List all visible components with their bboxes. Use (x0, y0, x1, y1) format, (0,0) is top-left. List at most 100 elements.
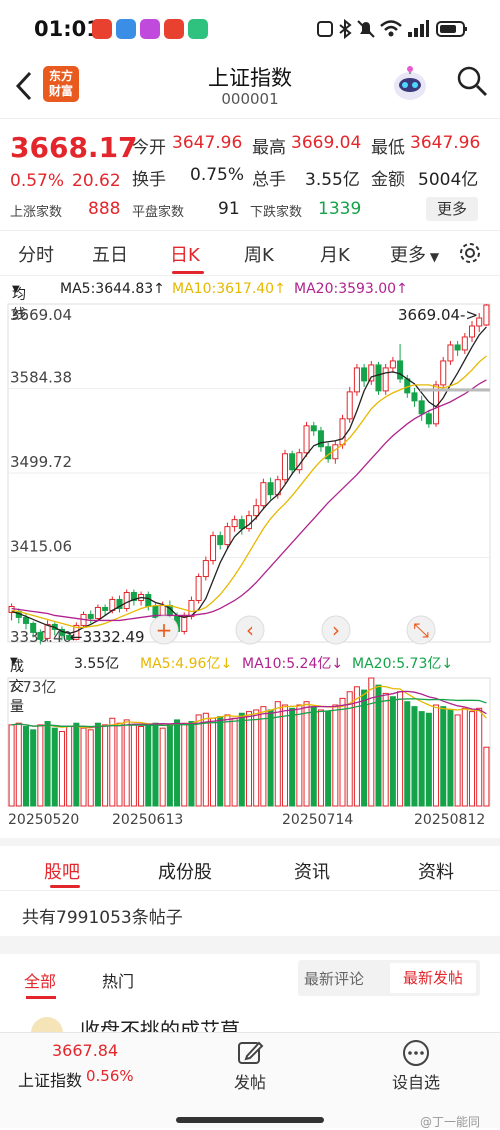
candle-body (30, 622, 37, 633)
tab-weekly-k[interactable]: 周K (244, 245, 274, 266)
volume-bar (116, 722, 123, 807)
tool-glyph: + (156, 618, 173, 642)
tab-news[interactable]: 资讯 (294, 862, 330, 883)
candle-body (476, 317, 483, 327)
candle-body (152, 605, 159, 618)
volume-legend: 成交量 ▼ 3.55亿 MA5:4.96亿↓ MA10:5.24亿↓ MA20:5… (0, 650, 500, 715)
assistant-robot-icon[interactable] (390, 62, 430, 106)
volume-bar (325, 711, 332, 807)
posts-count-row: 共有7991053条帖子 (0, 890, 500, 936)
bluetooth-icon (339, 19, 352, 39)
volume-bar (310, 706, 317, 807)
volume-bar (317, 709, 324, 807)
volume-bar (281, 704, 288, 807)
up-count: 888 (88, 199, 121, 219)
search-icon[interactable] (455, 64, 489, 98)
quote-panel: 3668.17 0.57% 20.62 今开 3647.96 最高 3669.0… (0, 118, 500, 230)
compose-icon[interactable] (236, 1039, 264, 1067)
tab-monthly-k[interactable]: 月K (320, 245, 350, 266)
posts-count: 共有7991053条帖子 (22, 908, 183, 928)
tab-five-day[interactable]: 五日 (92, 245, 128, 266)
battery-icon (436, 21, 467, 37)
feed-preview-text: 收盘不挑的成艾草 (80, 1018, 240, 1032)
period-tabs: 分时 五日 日K 周K 月K 更多 ▼ (0, 230, 500, 276)
tab-intraday[interactable]: 分时 (18, 245, 54, 266)
volume-bar (440, 706, 447, 807)
candlestick-chart[interactable]: 3669.043584.383499.723415.063330.403669.… (0, 302, 500, 648)
tab-all[interactable]: 全部 (24, 972, 57, 991)
avatar (31, 1017, 63, 1032)
candle-body (37, 631, 44, 640)
gear-icon[interactable] (458, 241, 482, 265)
plus-icon[interactable]: + (149, 615, 179, 645)
candle-body (210, 535, 217, 562)
candle-body (66, 634, 73, 640)
down-count-label: 下跌家数 (250, 205, 303, 220)
chevron-left-icon[interactable]: ‹ (235, 615, 265, 645)
volume-ma20-line (11, 698, 487, 728)
volume-bar (389, 696, 396, 807)
date-label: 20250613 (112, 812, 184, 828)
volume-bar (109, 717, 116, 807)
tab-hot[interactable]: 热门 (102, 972, 135, 991)
open-value: 3647.96 (172, 133, 243, 153)
candle-body (260, 482, 267, 507)
tab-guba[interactable]: 股吧 (44, 862, 80, 883)
volume-bar (73, 722, 80, 807)
sort-latest-comment[interactable]: 最新评论 (304, 970, 365, 988)
tab-more[interactable]: 更多 ▼ (390, 245, 440, 266)
y-tick-label: 3669.04 (10, 306, 72, 324)
back-arrow-icon[interactable] (10, 68, 40, 104)
candle-body (123, 591, 130, 609)
feed-preview-row[interactable]: 收盘不挑的成艾草 (0, 1004, 500, 1032)
bottom-change-percent: 0.56% (86, 1067, 134, 1085)
status-time: 01:01 (34, 17, 101, 41)
volume-bar (404, 701, 411, 807)
volume-bar (181, 722, 188, 807)
candle-body (217, 535, 224, 546)
candle-body (188, 599, 195, 617)
volume-bar (483, 746, 490, 807)
chevron-right-icon[interactable]: › (321, 615, 351, 645)
feed-tabs: 全部 热门 最新评论 最新发帖 (0, 954, 500, 1004)
candle-body (346, 391, 353, 420)
tab-components[interactable]: 成份股 (158, 862, 212, 883)
up-count-label: 上涨家数 (10, 205, 63, 220)
candle-body (397, 360, 404, 380)
volume-bar (289, 707, 296, 807)
volume-bar (296, 704, 303, 807)
volume-bar (425, 712, 432, 807)
y-tick-label: 3584.38 (10, 369, 72, 387)
collapse-icon[interactable]: ⤡ (406, 615, 436, 645)
volume-chart[interactable]: 7.73亿 (0, 674, 500, 836)
tool-glyph: ⤡ (413, 618, 429, 642)
volume-bar (238, 712, 245, 807)
open-label: 今开 (132, 138, 166, 158)
more-dots-icon[interactable] (402, 1039, 430, 1067)
ma20-line (11, 379, 487, 622)
volume-bar (188, 721, 195, 807)
self-select-button[interactable]: 设自选 (392, 1073, 441, 1092)
tool-button-bg (321, 615, 351, 645)
post-button[interactable]: 发帖 (234, 1073, 267, 1092)
vol-ma10-label: MA10:5.24亿↓ (242, 656, 344, 672)
tab-daily-k[interactable]: 日K (170, 245, 200, 266)
max-price-annotation: 3669.04-> (398, 306, 478, 324)
tool-button-bg (235, 615, 265, 645)
volume-bar (8, 724, 15, 807)
tab-profile[interactable]: 资料 (418, 862, 454, 883)
volume-bar (260, 706, 267, 807)
volume-label: 总手 (252, 170, 286, 190)
volume-bar (210, 717, 217, 807)
candle-body (267, 482, 274, 496)
more-button[interactable]: 更多 (426, 197, 478, 221)
candle-body (238, 519, 245, 530)
volume-bar (454, 714, 461, 807)
sort-latest-post[interactable]: 最新发帖 (390, 963, 476, 993)
candle-body (102, 606, 109, 611)
flat-count: 91 (218, 199, 240, 219)
date-axis: 20250520 20250613 20250714 20250812 (0, 808, 500, 832)
volume-bar (138, 726, 145, 807)
candle-body (382, 367, 389, 392)
active-tab-indicator (172, 271, 204, 274)
